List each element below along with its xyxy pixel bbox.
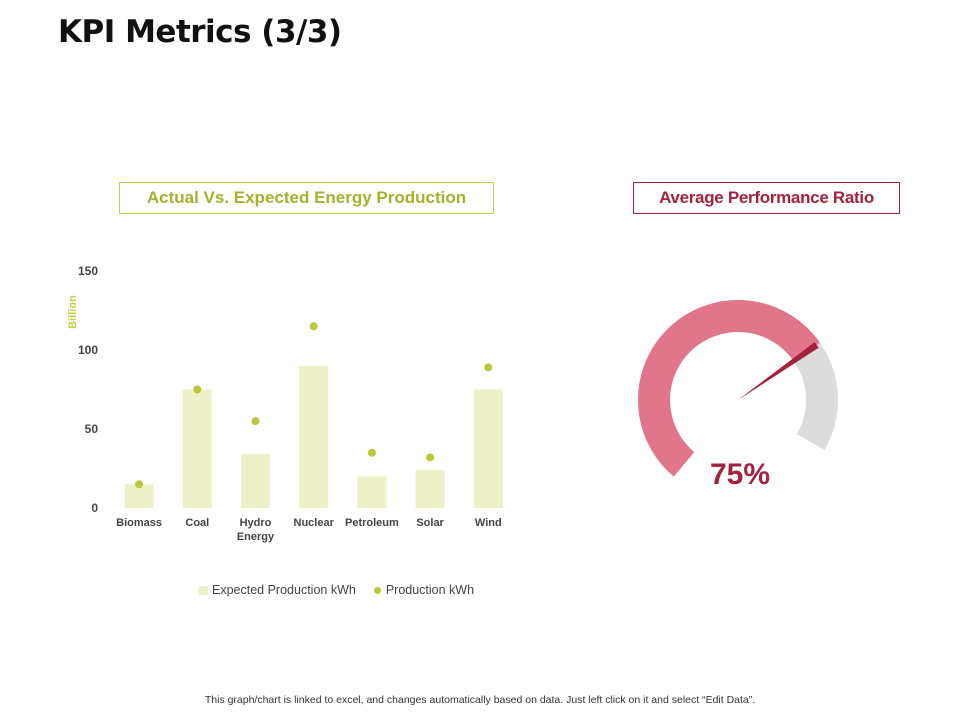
energy-production-chart[interactable]: 0 50 100 150 Billion Biomass Coal Hydro Energy Nu…: [0, 250, 540, 550]
legend-item-expected[interactable]: Expected Production kWh: [199, 583, 356, 597]
bar-expected: [357, 476, 387, 508]
x-tick-label: Hydro: [240, 517, 272, 529]
y-axis-label: Billion: [67, 295, 79, 329]
bar-expected: [241, 454, 270, 508]
dot-production: [135, 480, 144, 489]
dot-production: [193, 385, 202, 394]
footer-note: This graph/chart is linked to excel, and…: [204, 694, 756, 706]
legend-label-expected: Expected Production kWh: [212, 583, 356, 597]
x-tick-label: Solar: [416, 517, 444, 529]
dot-production: [426, 453, 435, 462]
x-tick-label: Petroleum: [345, 517, 399, 529]
y-tick-label: 50: [85, 422, 99, 436]
legend-item-production[interactable]: Production kWh: [373, 583, 475, 597]
bar-expected: [473, 389, 503, 508]
gauge-fill: [638, 300, 820, 477]
legend-swatch-production: [373, 586, 381, 594]
dot-production: [309, 322, 318, 331]
x-tick-label: Energy: [237, 531, 275, 543]
bar-expected: [415, 470, 445, 508]
dot-production: [367, 448, 376, 457]
gauge-value: 75%: [709, 458, 771, 491]
bar-expected: [299, 365, 329, 508]
page-title: KPI Metrics (3/3): [58, 14, 342, 50]
legend-label-production: Production kWh: [385, 583, 475, 597]
chart-title: Actual Vs. Expected Energy Production: [119, 182, 494, 214]
y-tick-label: 100: [78, 343, 98, 357]
bar-expected: [182, 389, 212, 508]
gauge-title: Average Performance Ratio: [633, 182, 900, 214]
x-tick-label: Wind: [475, 517, 502, 529]
dot-production: [484, 363, 493, 372]
gauge-needle: [738, 342, 819, 400]
dot-production: [251, 417, 260, 426]
performance-gauge[interactable]: [620, 280, 860, 490]
bar-expected: [124, 484, 154, 508]
x-tick-label: Nuclear: [294, 517, 335, 529]
y-tick-label: 0: [91, 501, 98, 515]
y-tick-label: 150: [78, 264, 98, 278]
x-tick-label: Coal: [185, 517, 209, 529]
legend-swatch-expected: [199, 585, 208, 595]
chart-legend: Expected Production kWh Production kWh: [199, 583, 492, 597]
x-tick-label: Biomass: [116, 517, 162, 529]
